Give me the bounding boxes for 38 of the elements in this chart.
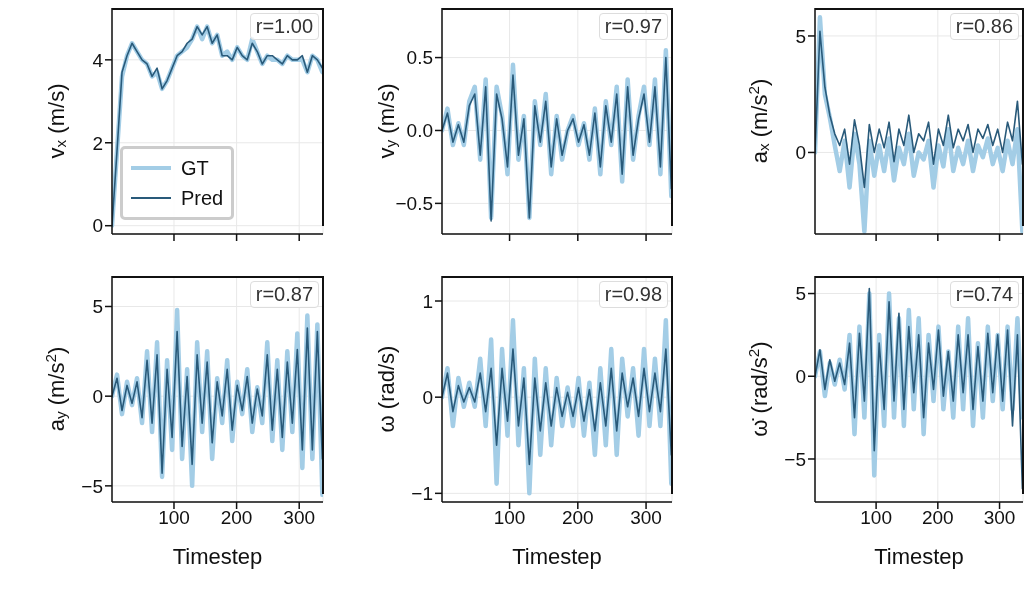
y-axis-title: ω (rad/s) <box>373 345 399 433</box>
x-tick-label: 300 <box>630 507 662 529</box>
x-axis-title: Timestep <box>172 544 263 569</box>
y-tick-label: 0.0 <box>406 120 433 142</box>
y-tick-label: 1 <box>422 290 433 312</box>
x-tick-label: 300 <box>283 507 316 529</box>
x-tick-label: 100 <box>158 507 190 529</box>
y-tick-label: 0.5 <box>406 47 433 69</box>
y-tick-label: 0 <box>92 215 103 237</box>
y-tick-label: −0.5 <box>395 193 433 215</box>
legend-label: Pred <box>181 186 224 210</box>
y-tick-label: 4 <box>92 49 104 71</box>
annotation: r=1.00 <box>249 13 319 40</box>
y-tick-label: 5 <box>795 25 806 47</box>
annotation: r=0.86 <box>949 13 1019 40</box>
x-tick-label: 100 <box>493 507 526 529</box>
y-tick-label: 0 <box>92 385 103 407</box>
y-tick-label: 0 <box>795 366 806 388</box>
x-axis-title: Timestep <box>512 544 602 569</box>
y-tick-label: 2 <box>92 132 103 154</box>
y-tick-label: −5 <box>81 475 103 497</box>
legend-label: GT <box>181 156 209 180</box>
y-tick-label: 0 <box>795 142 806 164</box>
annotation: r=0.74 <box>949 281 1019 308</box>
x-tick-label: 200 <box>561 507 594 529</box>
x-tick-label: 100 <box>860 507 892 529</box>
x-tick-label: 300 <box>983 507 1016 529</box>
x-tick-label: 200 <box>220 507 253 529</box>
annotation: r=0.98 <box>598 281 668 308</box>
annotation: r=0.87 <box>249 281 319 308</box>
annotation: r=0.97 <box>598 13 668 40</box>
y-tick-label: −1 <box>411 483 433 505</box>
y-tick-label: −5 <box>784 448 806 470</box>
y-tick-label: 5 <box>795 283 806 305</box>
x-tick-label: 200 <box>921 507 954 529</box>
y-tick-label: 0 <box>422 386 433 408</box>
x-axis-title: Timestep <box>874 544 964 569</box>
y-tick-label: 5 <box>92 296 103 318</box>
